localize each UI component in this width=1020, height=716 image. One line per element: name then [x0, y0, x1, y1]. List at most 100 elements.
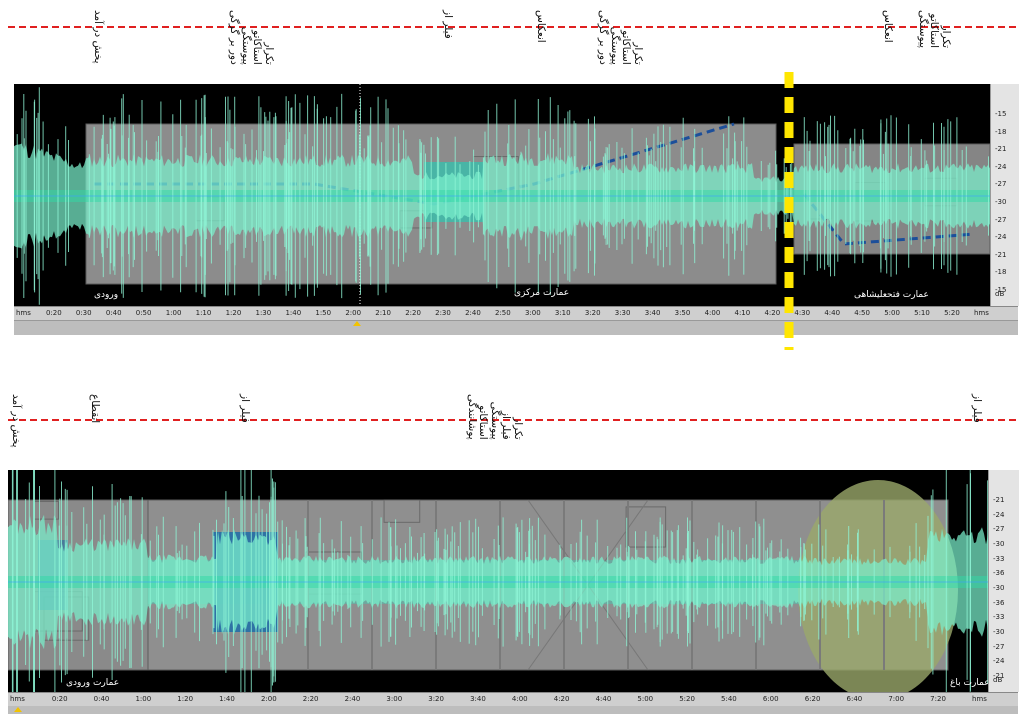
top-annotation-1-line-1: استاکاتو: [251, 30, 264, 65]
bottom-db-label: -33: [993, 613, 1005, 622]
top-annotation-1-line-3: دور بر گرگی: [228, 10, 241, 65]
top-tick-label: 2:10: [375, 309, 391, 317]
route-line: [802, 193, 975, 246]
bottom-tick-label: 3:00: [386, 695, 403, 703]
top-tick-label: 3:50: [674, 309, 691, 317]
bottom-tick-label: 4:00: [511, 695, 528, 703]
bottom-db-label: dB: [993, 676, 1003, 684]
bottom-tick-label: 6:40: [846, 695, 863, 703]
top-annotation-6-line-1: استاکاتو: [928, 13, 941, 49]
top-tick-label: 5:00: [884, 309, 900, 317]
bottom-tick-label: 7:20: [930, 695, 946, 703]
bottom-annotation-3-line-0: تکرار: [512, 417, 524, 440]
bottom-annotation-3-line-3: استاکاتو: [477, 405, 490, 440]
top-scrollbar[interactable]: [14, 320, 1018, 335]
top-tick-label: hms: [16, 309, 31, 317]
bottom-annotation-4-line-0: فیلر از: [971, 394, 983, 423]
bottom-tick-label: 5:00: [637, 695, 654, 703]
top-playhead-marker[interactable]: [353, 321, 361, 326]
bottom-tick-label: 3:40: [470, 695, 486, 703]
top-tick-label: 0:30: [75, 309, 92, 317]
bottom-db-label: -36: [993, 598, 1005, 607]
top-tick-label: 4:40: [824, 309, 841, 317]
bottom-section-label: عمارت باغ: [950, 678, 990, 688]
top-tick-label: 4:20: [764, 309, 781, 317]
top-tick-label: 3:30: [614, 309, 631, 317]
bottom-db-label: -24: [993, 657, 1005, 666]
bottom-tick-label: 1:00: [135, 695, 152, 703]
top-annotation-3: انعکاس: [535, 10, 547, 43]
bottom-tick-label: hms: [972, 695, 987, 703]
top-tick-label: 2:20: [405, 309, 421, 317]
top-tick-label: 2:50: [495, 309, 511, 317]
top-waveform-panel[interactable]: ورودی عمارت مرکزی عمارت فتحعلیشاهی -15 -18 -…: [14, 84, 1019, 335]
top-annotation-1: تکرار استاکاتو پیوستگی دور بر گرگی: [228, 10, 276, 65]
top-tick-label: 1:20: [225, 309, 242, 317]
bottom-annotation-4: فیلر از: [971, 394, 983, 423]
top-annotation-2: فیلر از: [442, 10, 454, 39]
bottom-db-label: -30: [993, 540, 1005, 548]
top-tick-label: 0:20: [45, 309, 62, 317]
top-time-ruler: hms 0:20 0:30 0:40 0:50 1:00 1:10 1:20 1:30 1:40 1…: [14, 306, 1018, 321]
bottom-waveform-view[interactable]: عمارت ورودی عمارت باغ: [8, 470, 990, 692]
bottom-scrollbar[interactable]: [8, 706, 1018, 714]
bottom-annotation-2: فیلر از: [239, 394, 251, 423]
bottom-waveform-panel[interactable]: عمارت ورودی عمارت باغ -21 -24 -27 -30 -33 -36 -…: [8, 470, 1019, 714]
top-tick-label: 3:10: [554, 309, 571, 317]
top-db-label: -18: [995, 268, 1007, 277]
top-tick-label: 1:00: [165, 309, 182, 317]
bottom-tick-label: 2:40: [344, 695, 361, 703]
top-annotation-4-line-2: پیوستگی: [609, 26, 621, 65]
bottom-db-label: -36: [993, 569, 1005, 578]
top-db-label: -15: [995, 286, 1007, 294]
top-annotation-line: [8, 26, 1018, 28]
top-annotation-4-line-3: دور بر گرگی: [597, 10, 610, 65]
top-db-label: -24: [995, 233, 1007, 242]
top-tick-label: 4:30: [794, 309, 811, 317]
bottom-tick-label: 5:40: [721, 695, 737, 703]
top-tick-label: 1:30: [255, 309, 272, 317]
top-db-label: -21: [995, 145, 1007, 154]
bottom-db-label: -21: [993, 496, 1005, 504]
bottom-tick-label: 5:20: [679, 695, 695, 703]
top-tick-label: 0:40: [105, 309, 122, 317]
top-tick-label: 5:10: [914, 309, 930, 317]
bottom-playhead-marker[interactable]: [14, 707, 22, 712]
top-db-label: -30: [995, 198, 1007, 206]
bottom-db-label: -27: [993, 525, 1005, 534]
top-tick-label: 1:50: [315, 309, 332, 317]
top-db-label: -27: [995, 215, 1007, 224]
top-db-label: -21: [995, 250, 1007, 259]
bottom-db-label: -30: [993, 584, 1005, 592]
top-annotation-0: پخش در آمد: [92, 10, 104, 64]
bottom-db-label: -30: [993, 628, 1005, 636]
top-db-label: -15: [995, 110, 1007, 118]
top-tick-label: 2:40: [465, 309, 481, 317]
top-annotation-5: انعکاس: [882, 10, 894, 43]
top-section-label: عمارت فتحعلیشاهی: [854, 290, 929, 300]
top-annotation-4: تکرار استاکاتو پیوستگی دور بر گرگی: [597, 10, 645, 65]
top-tick-label: 3:20: [584, 309, 601, 317]
top-annotation-1-line-0: تکرار: [263, 42, 275, 65]
top-tick-label: 4:10: [734, 309, 751, 317]
bottom-tick-label: 1:20: [177, 695, 194, 703]
bottom-annotation-3-line-1: فیلر از: [500, 410, 513, 440]
top-annotation-4-line-1: استاکاتو: [620, 30, 633, 65]
bottom-annotation-2-line-0: فیلر از: [239, 394, 251, 423]
bottom-annotation-line: [8, 419, 1018, 421]
top-waveform-view[interactable]: ورودی عمارت مرکزی عمارت فتحعلیشاهی: [14, 84, 990, 306]
bottom-tick-label: 4:20: [553, 695, 570, 703]
bottom-section-label: عمارت ورودی: [66, 678, 120, 688]
bottom-tick-label: 0:20: [51, 695, 68, 703]
section-boundary-marker: [784, 72, 794, 350]
bottom-tick-label: 0:40: [93, 695, 110, 703]
bottom-tick-label: 6:20: [804, 695, 821, 703]
top-tick-label: 2:30: [435, 309, 451, 317]
bottom-annotation-0-line-0: پخش در آمد: [10, 394, 22, 448]
bottom-annotation-1-line-0: انقطاع: [89, 394, 101, 424]
top-tick-label: 4:00: [704, 309, 721, 317]
bottom-tick-label: 2:20: [302, 695, 319, 703]
floor-plan-detail: [383, 499, 421, 523]
bottom-db-label: -21: [993, 672, 1005, 680]
top-tick-label: 3:00: [524, 309, 541, 317]
